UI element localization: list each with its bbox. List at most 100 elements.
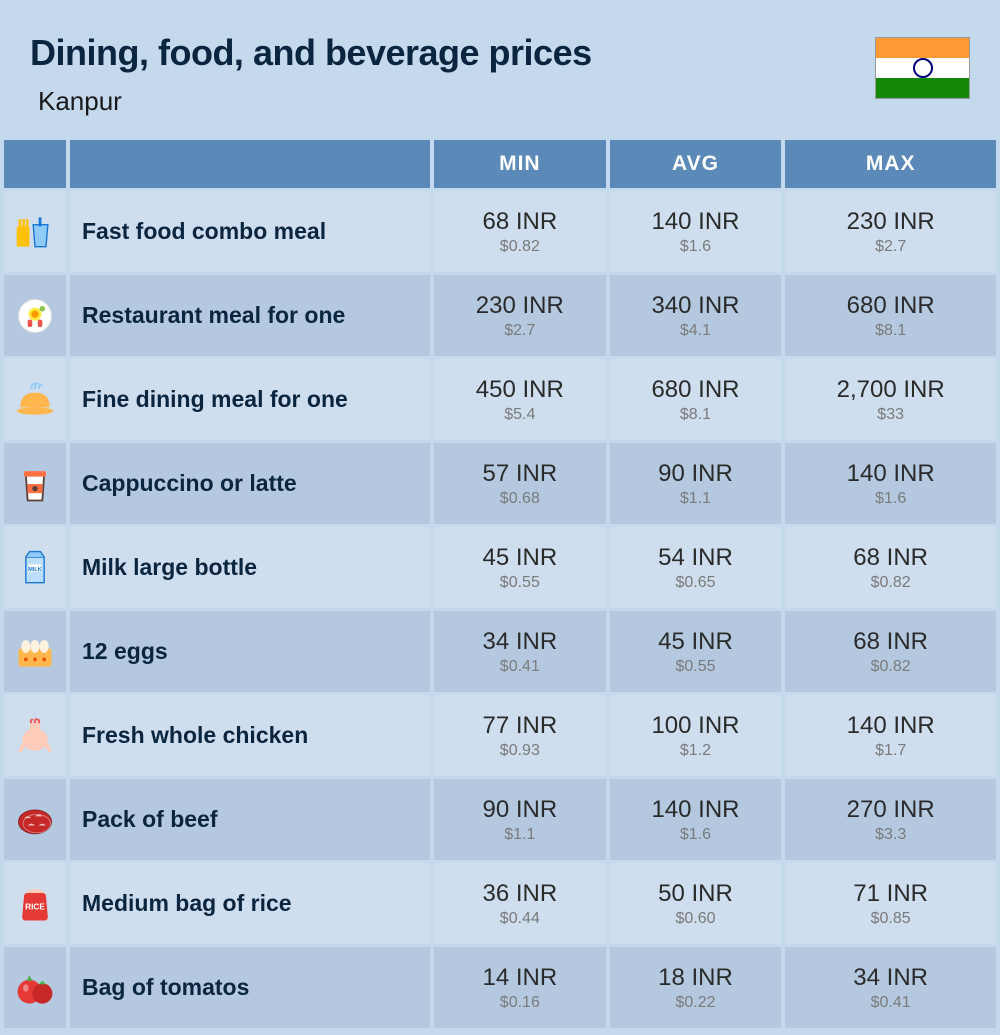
item-name: Cappuccino or latte [70, 443, 430, 524]
price-usd: $3.3 [785, 826, 996, 844]
rice-icon: RICE [4, 863, 66, 944]
table-row: Bag of tomatos14 INR$0.1618 INR $0.2234 I… [4, 947, 996, 1028]
price-max: 140 INR $1.7 [785, 695, 996, 776]
price-usd: $0.55 [434, 574, 606, 592]
price-inr: 34 INR [434, 628, 606, 656]
price-inr: 270 INR [785, 796, 996, 824]
page-title: Dining, food, and beverage prices [30, 32, 875, 74]
milk-icon: MILK [4, 527, 66, 608]
price-usd: $1.2 [610, 742, 782, 760]
price-inr: 45 INR [610, 628, 782, 656]
price-avg: 90 INR $1.1 [610, 443, 782, 524]
price-usd: $0.55 [610, 658, 782, 676]
price-usd: $0.22 [610, 994, 782, 1012]
price-usd: $8.1 [785, 322, 996, 340]
price-avg: 18 INR $0.22 [610, 947, 782, 1028]
price-inr: 57 INR [434, 460, 606, 488]
price-usd: $0.82 [434, 238, 606, 256]
header-max: MAX [785, 140, 996, 188]
item-name: 12 eggs [70, 611, 430, 692]
price-usd: $0.16 [434, 994, 606, 1012]
price-min: 230 INR$2.7 [434, 275, 606, 356]
table-row: MILK Milk large bottle45 INR $0.5554 INR$0… [4, 527, 996, 608]
table-header-row: MIN AVG MAX [4, 140, 996, 188]
header-icon-col [4, 140, 66, 188]
svg-text:MILK: MILK [28, 567, 41, 573]
item-name: Medium bag of rice [70, 863, 430, 944]
price-usd: $2.7 [785, 238, 996, 256]
price-inr: 90 INR [434, 796, 606, 824]
price-min: 34 INR$0.41 [434, 611, 606, 692]
table-row: Cappuccino or latte57 INR $0.6890 INR $1.1… [4, 443, 996, 524]
beef-icon [4, 779, 66, 860]
price-max: 68 INR$0.82 [785, 611, 996, 692]
price-usd: $1.1 [610, 490, 782, 508]
item-name: Fine dining meal for one [70, 359, 430, 440]
fine-dining-icon [4, 359, 66, 440]
price-inr: 450 INR [434, 376, 606, 404]
price-usd: $1.1 [434, 826, 606, 844]
price-inr: 140 INR [610, 208, 782, 236]
price-usd: $1.6 [785, 490, 996, 508]
header: Dining, food, and beverage prices Kanpur [0, 0, 1000, 137]
price-max: 680 INR $8.1 [785, 275, 996, 356]
price-max: 270 INR $3.3 [785, 779, 996, 860]
price-inr: 140 INR [785, 712, 996, 740]
price-min: 450 INR $5.4 [434, 359, 606, 440]
india-flag-icon [875, 37, 970, 99]
price-usd: $0.41 [785, 994, 996, 1012]
price-inr: 68 INR [785, 628, 996, 656]
header-name-col [70, 140, 430, 188]
price-usd: $0.68 [434, 490, 606, 508]
header-text: Dining, food, and beverage prices Kanpur [30, 32, 875, 117]
item-name: Fresh whole chicken [70, 695, 430, 776]
price-avg: 340 INR$4.1 [610, 275, 782, 356]
price-avg: 45 INR $0.55 [610, 611, 782, 692]
table-row: RICEMedium bag of rice36 INR $0.4450 INR$… [4, 863, 996, 944]
price-min: 14 INR$0.16 [434, 947, 606, 1028]
price-usd: $5.4 [434, 406, 606, 424]
price-avg: 680 INR$8.1 [610, 359, 782, 440]
table-row: Fine dining meal for one450 INR $5.4680 I… [4, 359, 996, 440]
price-inr: 36 INR [434, 880, 606, 908]
price-inr: 680 INR [785, 292, 996, 320]
price-avg: 140 INR $1.6 [610, 191, 782, 272]
price-usd: $1.7 [785, 742, 996, 760]
price-min: 57 INR $0.68 [434, 443, 606, 524]
price-inr: 140 INR [785, 460, 996, 488]
price-inr: 68 INR [434, 208, 606, 236]
price-avg: 54 INR$0.65 [610, 527, 782, 608]
table-row: Restaurant meal for one230 INR$2.7340 IN… [4, 275, 996, 356]
price-usd: $0.44 [434, 910, 606, 928]
price-min: 77 INR$0.93 [434, 695, 606, 776]
price-min: 45 INR $0.55 [434, 527, 606, 608]
price-max: 71 INR$0.85 [785, 863, 996, 944]
price-usd: $0.85 [785, 910, 996, 928]
price-usd: $1.6 [610, 238, 782, 256]
price-max: 68 INR$0.82 [785, 527, 996, 608]
price-inr: 18 INR [610, 964, 782, 992]
table-row: Fresh whole chicken77 INR$0.93100 INR$1.… [4, 695, 996, 776]
price-inr: 140 INR [610, 796, 782, 824]
price-usd: $0.60 [610, 910, 782, 928]
coffee-icon [4, 443, 66, 524]
tomato-icon [4, 947, 66, 1028]
restaurant-icon [4, 275, 66, 356]
price-usd: $0.82 [785, 574, 996, 592]
price-inr: 680 INR [610, 376, 782, 404]
price-inr: 100 INR [610, 712, 782, 740]
price-avg: 50 INR$0.60 [610, 863, 782, 944]
item-name: Milk large bottle [70, 527, 430, 608]
price-inr: 34 INR [785, 964, 996, 992]
item-name: Pack of beef [70, 779, 430, 860]
price-usd: $33 [785, 406, 996, 424]
price-usd: $0.65 [610, 574, 782, 592]
price-max: 34 INR $0.41 [785, 947, 996, 1028]
price-inr: 45 INR [434, 544, 606, 572]
price-inr: 90 INR [610, 460, 782, 488]
item-name: Bag of tomatos [70, 947, 430, 1028]
price-inr: 230 INR [785, 208, 996, 236]
price-inr: 77 INR [434, 712, 606, 740]
price-inr: 2,700 INR [785, 376, 996, 404]
price-avg: 100 INR $1.2 [610, 695, 782, 776]
